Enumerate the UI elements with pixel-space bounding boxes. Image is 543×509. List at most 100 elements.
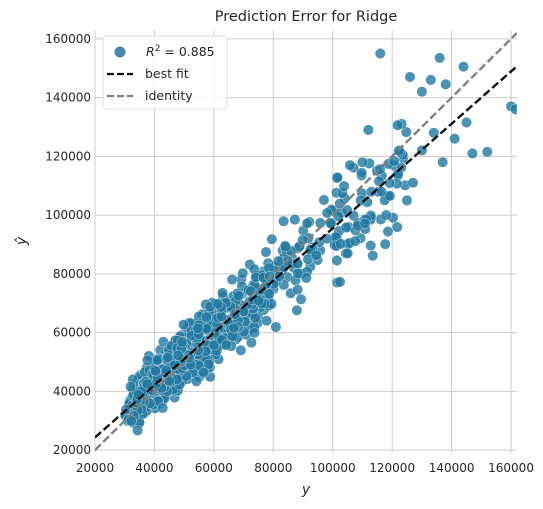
scatter-point bbox=[249, 327, 260, 339]
scatter-point bbox=[295, 293, 307, 305]
scatter-point bbox=[263, 288, 275, 300]
scatter-point bbox=[356, 167, 368, 179]
scatter-point bbox=[203, 358, 215, 370]
scatter-point bbox=[125, 381, 136, 393]
scatter-point bbox=[340, 222, 352, 233]
scatter-point bbox=[338, 180, 350, 192]
scatter-point bbox=[363, 124, 374, 136]
scatter-point bbox=[157, 402, 169, 414]
scatter-point bbox=[391, 221, 403, 233]
scatter-point bbox=[233, 290, 244, 302]
scatter-point bbox=[365, 240, 377, 251]
legend-label-identity: identity bbox=[145, 88, 193, 103]
scatter-point bbox=[292, 284, 304, 296]
scatter-point bbox=[273, 255, 284, 267]
scatter-point bbox=[150, 365, 161, 377]
y-tick-label: 160000 bbox=[45, 32, 91, 46]
scatter-point bbox=[141, 378, 153, 390]
scatter-point bbox=[246, 337, 257, 348]
scatter-point bbox=[270, 321, 282, 333]
identity-line bbox=[95, 32, 517, 451]
x-axis-label: y bbox=[301, 482, 311, 498]
scatter-point bbox=[278, 215, 289, 227]
scatter-point bbox=[261, 315, 272, 327]
scatter-point bbox=[400, 126, 412, 138]
legend: R2 = 0.885 best fit identity bbox=[102, 35, 228, 110]
scatter-point bbox=[208, 339, 220, 351]
scatter-point bbox=[357, 156, 368, 168]
scatter-point bbox=[221, 339, 232, 351]
scatter-point bbox=[461, 117, 472, 128]
scatter-point bbox=[142, 354, 153, 366]
scatter-point bbox=[151, 354, 163, 366]
scatter-point bbox=[176, 336, 188, 348]
y-tick-label: 100000 bbox=[45, 208, 91, 222]
scatter-point bbox=[437, 156, 449, 168]
legend-box bbox=[102, 35, 228, 110]
scatter-point bbox=[416, 86, 428, 98]
y-tick-labels: 20000 40000 60000 80000 100000 120000 140000 16… bbox=[45, 32, 91, 457]
scatter-point bbox=[374, 48, 386, 59]
scatter-point bbox=[344, 159, 356, 171]
scatter-point bbox=[249, 312, 261, 324]
scatter-point bbox=[178, 319, 189, 331]
y-tick-label: 40000 bbox=[53, 384, 91, 398]
x-tick-label: 160000 bbox=[488, 461, 534, 475]
scatter-point bbox=[201, 311, 212, 323]
legend-r2-symbol: R bbox=[146, 44, 155, 59]
scatter-point bbox=[235, 344, 247, 356]
legend-marker-points bbox=[114, 46, 126, 58]
scatter-point bbox=[300, 272, 312, 284]
scatter-point bbox=[291, 304, 303, 316]
scatter-point bbox=[467, 148, 478, 159]
x-tick-label: 40000 bbox=[135, 461, 173, 475]
scatter-point bbox=[228, 322, 240, 334]
y-tick-label: 120000 bbox=[45, 149, 91, 163]
x-tick-label: 60000 bbox=[195, 461, 233, 475]
scatter-point bbox=[292, 268, 304, 279]
fit-lines bbox=[95, 32, 517, 451]
y-tick-label: 80000 bbox=[53, 267, 91, 281]
scatter-point bbox=[280, 241, 291, 252]
scatter-point bbox=[162, 351, 174, 363]
scatter-point bbox=[192, 322, 204, 334]
scatter-point bbox=[132, 425, 143, 436]
y-tick-label: 140000 bbox=[45, 91, 91, 105]
scatter-point bbox=[226, 274, 238, 285]
scatter-point bbox=[217, 287, 228, 299]
scatter-point bbox=[407, 177, 419, 189]
x-tick-label: 20000 bbox=[76, 461, 114, 475]
scatter-point bbox=[212, 298, 224, 310]
scatter-point bbox=[380, 209, 392, 221]
scatter-point bbox=[404, 71, 416, 83]
scatter-point bbox=[237, 267, 249, 279]
scatter-point bbox=[449, 133, 460, 145]
scatter-point bbox=[318, 194, 330, 206]
x-tick-label: 80000 bbox=[254, 461, 292, 475]
scatter-point bbox=[331, 255, 343, 266]
scatter-point bbox=[332, 172, 343, 183]
scatter-point bbox=[321, 233, 333, 244]
y-tick-label: 60000 bbox=[53, 326, 91, 340]
scatter-point bbox=[440, 78, 452, 90]
scatter-point bbox=[266, 233, 278, 245]
y-axis-label: ŷ bbox=[14, 236, 30, 246]
scatter-point bbox=[260, 246, 272, 258]
scatter-point bbox=[376, 186, 387, 197]
scatter-point bbox=[310, 249, 322, 261]
scatter-point bbox=[342, 247, 353, 259]
scatter-point bbox=[349, 235, 361, 247]
scatter-point bbox=[253, 295, 265, 307]
x-tick-label: 120000 bbox=[369, 461, 415, 475]
scatter-point bbox=[434, 52, 446, 64]
scatter-point bbox=[301, 218, 313, 229]
scatter-point bbox=[359, 218, 371, 229]
scatter-point bbox=[172, 349, 184, 361]
legend-r2-value: = 0.885 bbox=[160, 44, 214, 59]
x-tick-label: 100000 bbox=[310, 461, 356, 475]
scatter-point bbox=[392, 119, 403, 131]
scatter-point bbox=[382, 226, 394, 237]
scatter-point bbox=[367, 250, 379, 262]
y-tick-label: 20000 bbox=[53, 443, 91, 457]
